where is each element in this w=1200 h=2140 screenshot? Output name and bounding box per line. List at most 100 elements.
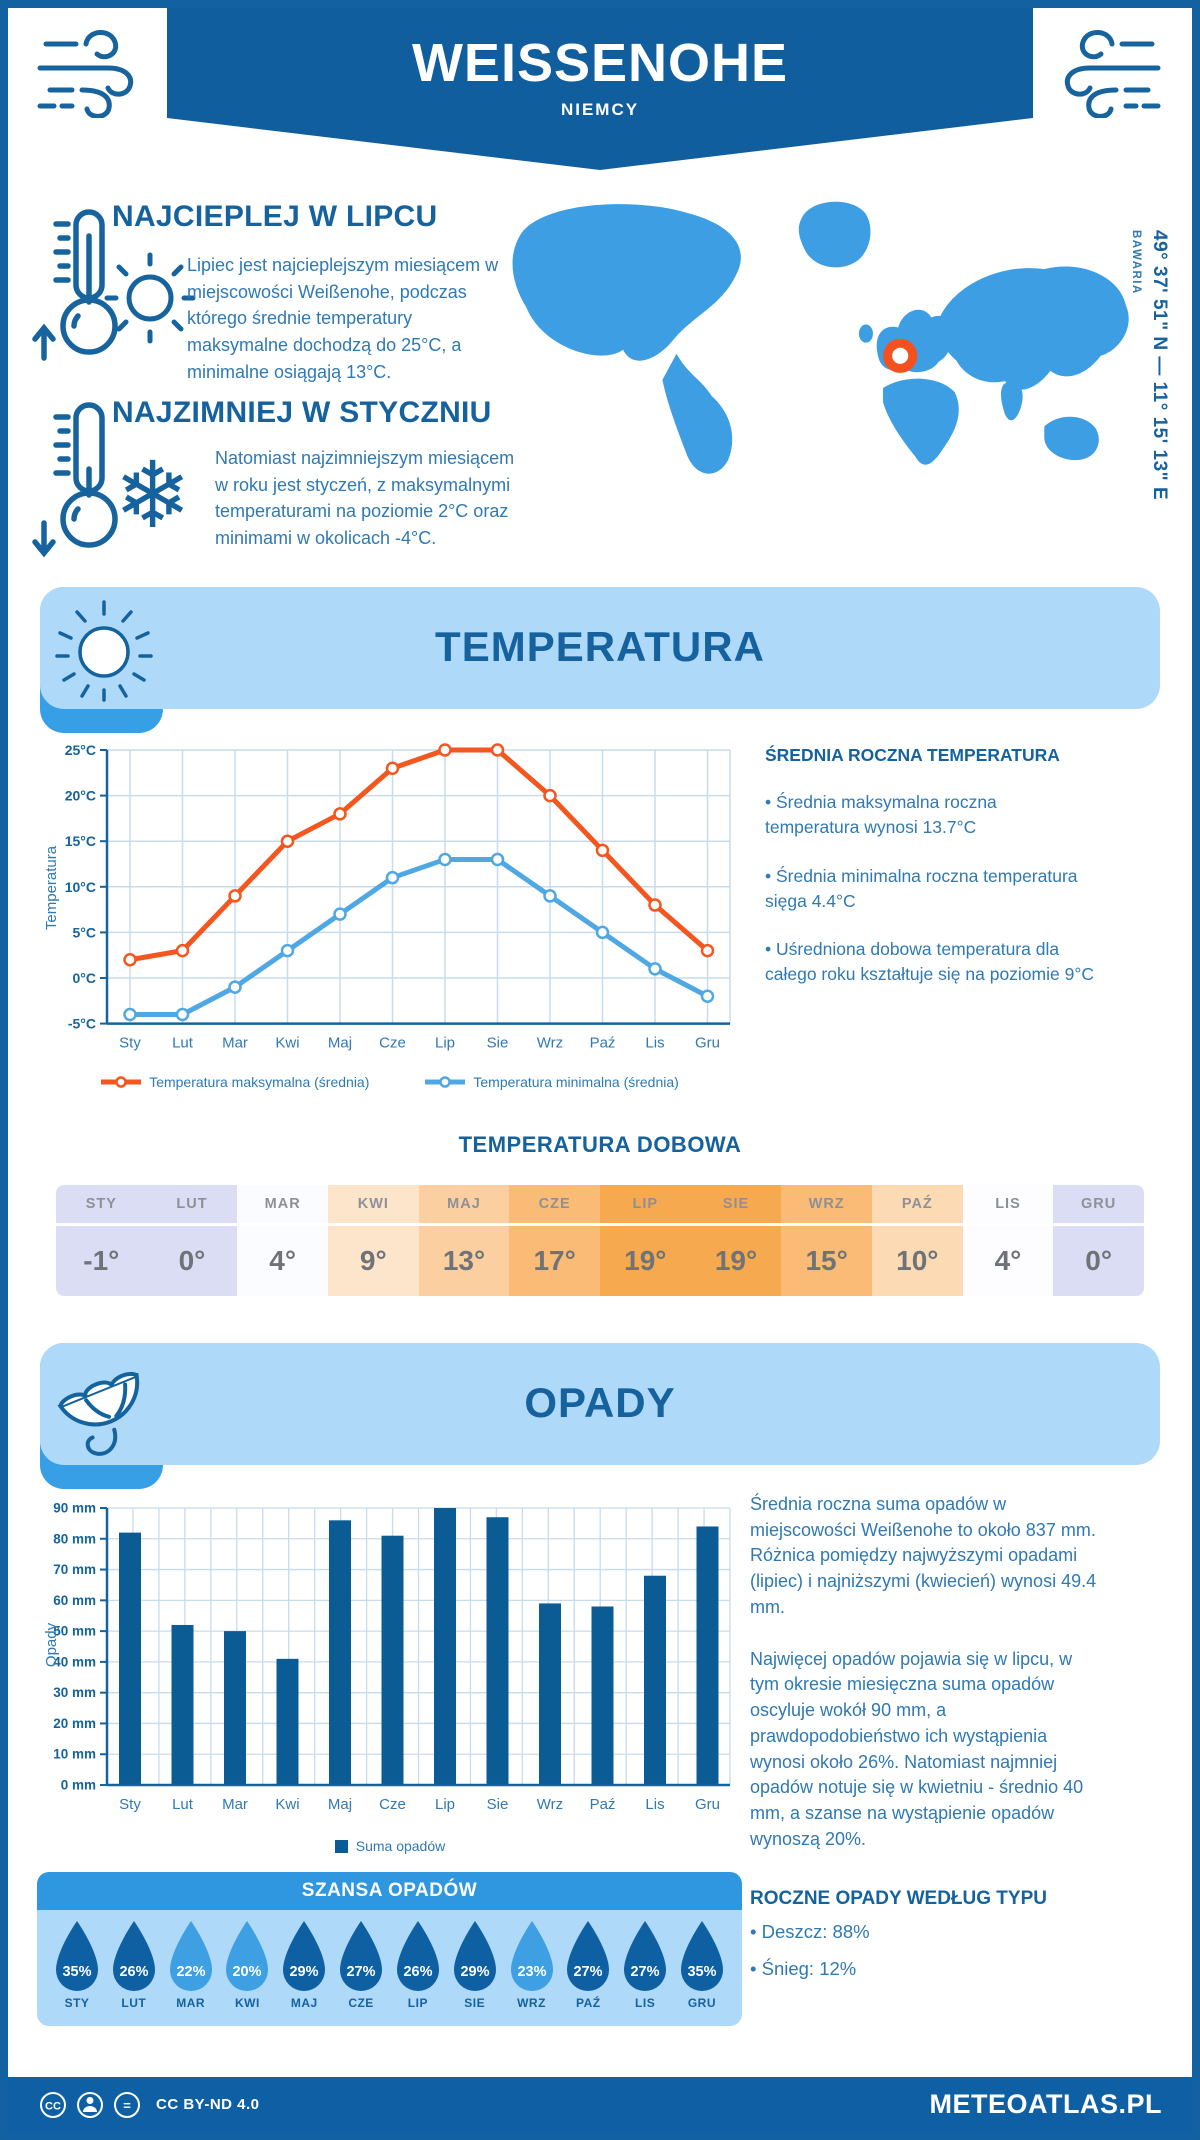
- svg-text:29%: 29%: [290, 1964, 319, 1980]
- svg-text:27%: 27%: [347, 1964, 376, 1980]
- svg-text:Kwi: Kwi: [275, 1035, 299, 1052]
- svg-text:Sty: Sty: [119, 1796, 141, 1813]
- precipitation-paragraph: Najwięcej opadów pojawia się w lipcu, w …: [750, 1648, 1084, 1849]
- header-banner: [167, 8, 1033, 170]
- svg-text:20 mm: 20 mm: [53, 1716, 96, 1731]
- raindrop-icon: 27% CZE: [335, 1918, 387, 2026]
- daily-temperature-cell: MAJ 13°: [418, 1185, 510, 1296]
- svg-text:50 mm: 50 mm: [53, 1624, 96, 1639]
- raindrop-icon: 26% LUT: [108, 1918, 160, 2026]
- svg-text:Gru: Gru: [695, 1035, 720, 1052]
- daily-temperature-table: STY -1° LUT 0° MAR 4° KWI 9° MAJ 13° CZE 17° LIP 19° S…: [56, 1185, 1144, 1296]
- svg-text:Gru: Gru: [695, 1796, 720, 1813]
- svg-text:Mar: Mar: [222, 1796, 248, 1813]
- page-subtitle: NIEMCY: [560, 100, 640, 119]
- svg-text:Sty: Sty: [119, 1035, 141, 1052]
- svg-text:Temperatura: Temperatura: [43, 845, 60, 930]
- svg-text:35%: 35%: [687, 1964, 716, 1980]
- svg-text:15°C: 15°C: [65, 833, 96, 849]
- annual-temperature-heading: ŚREDNIA ROCZNA TEMPERATURA: [765, 745, 1060, 765]
- svg-text:Sie: Sie: [487, 1796, 509, 1813]
- raindrop-icon: 35% GRU: [676, 1918, 728, 2026]
- daily-temperature-cell: GRU 0°: [1053, 1185, 1144, 1296]
- svg-text:Lip: Lip: [435, 1796, 455, 1813]
- daily-temperature-cell: CZE 17°: [509, 1185, 600, 1296]
- svg-text:-5°C: -5°C: [68, 1016, 96, 1032]
- wind-icon: [1064, 30, 1161, 118]
- svg-text:Cze: Cze: [379, 1796, 406, 1813]
- page-title: WEISSENOHE: [411, 33, 789, 93]
- svg-text:70 mm: 70 mm: [53, 1562, 96, 1577]
- svg-text:Wrz: Wrz: [537, 1035, 563, 1052]
- legend-item: Temperatura minimalna (średnia): [425, 1074, 679, 1090]
- world-map: [512, 201, 1129, 474]
- svg-text:Opady: Opady: [43, 1622, 60, 1667]
- svg-text:60 mm: 60 mm: [53, 1593, 96, 1608]
- daily-temperature-cell: MAR 4°: [237, 1185, 328, 1296]
- umbrella-icon: [57, 1371, 140, 1456]
- daily-temperature-cell: LUT 0°: [146, 1185, 238, 1296]
- warm-section-heading: NAJCIEPLEJ W LIPCU: [112, 200, 438, 233]
- svg-text:0°C: 0°C: [73, 970, 97, 986]
- raindrop-icon: 22% MAR: [165, 1918, 217, 2026]
- precipitation-section-band: [40, 1343, 1160, 1465]
- precipitation-chart-legend: Suma opadów: [40, 1838, 740, 1854]
- raindrop-icon: 35% STY: [51, 1918, 103, 2026]
- svg-text:35%: 35%: [62, 1964, 91, 1980]
- temperature-section-band: [40, 587, 1160, 709]
- svg-text:10°C: 10°C: [65, 879, 96, 895]
- cold-section-heading: NAJZIMNIEJ W STYCZNIU: [112, 396, 492, 429]
- svg-text:22%: 22%: [176, 1964, 205, 1980]
- svg-text:90 mm: 90 mm: [53, 1501, 96, 1516]
- raindrop-icon: 27% PAŹ: [562, 1918, 614, 2026]
- precipitation-text-panel: Średnia roczna suma opadów w miejscowośc…: [750, 1492, 1098, 1879]
- svg-text:20%: 20%: [233, 1964, 262, 1980]
- legend-item: Suma opadów: [334, 1838, 445, 1854]
- raindrop-icon: 27% LIS: [619, 1918, 671, 2026]
- brand-name: METEOATLAS.PL: [929, 2089, 1162, 2119]
- daily-temperature-cell: LIP 19°: [599, 1185, 691, 1296]
- svg-text:40 mm: 40 mm: [53, 1654, 96, 1669]
- daily-temperature-cell: SIE 19°: [690, 1185, 782, 1296]
- footer-bar: CC = CC BY-ND 4.0 METEOATLAS.PL: [8, 2077, 1192, 2132]
- region-label: BAWARIA: [1130, 230, 1142, 295]
- precipitation-types-heading: ROCZNE OPADY WEDŁUG TYPU: [750, 1888, 1047, 1909]
- svg-text:30 mm: 30 mm: [53, 1685, 96, 1700]
- svg-text:Kwi: Kwi: [275, 1796, 299, 1813]
- daily-temperature-cell: WRZ 15°: [781, 1185, 872, 1296]
- annual-temperature-panel: ŚREDNIA ROCZNA TEMPERATURA • Średnia mak…: [765, 745, 1095, 987]
- raindrop-icon: 29% MAJ: [278, 1918, 330, 2026]
- svg-text:23%: 23%: [517, 1964, 546, 1980]
- precipitation-chance-row: 35% STY 26% LUT 22% MAR 20% KWI 29% MAJ 27% CZE 26% L…: [37, 1910, 742, 2026]
- svg-text:Lut: Lut: [172, 1035, 194, 1052]
- svg-text:Maj: Maj: [328, 1796, 352, 1813]
- creative-commons-icons: CC =: [40, 2091, 140, 2118]
- snowflake-icon: ❄: [114, 445, 192, 547]
- legend-item: Temperatura maksymalna (średnia): [101, 1074, 369, 1090]
- daily-temperature-cell: PAŹ 10°: [871, 1185, 963, 1296]
- daily-temperature-cell: LIS 4°: [962, 1185, 1054, 1296]
- raindrop-icon: 29% SIE: [449, 1918, 501, 2026]
- svg-text:27%: 27%: [574, 1964, 603, 1980]
- sun-banner-icon: [55, 600, 153, 702]
- svg-text:80 mm: 80 mm: [53, 1531, 96, 1546]
- svg-text:Wrz: Wrz: [537, 1796, 563, 1813]
- svg-text:27%: 27%: [631, 1964, 660, 1980]
- annual-temperature-bullet: • Średnia minimalna roczna temperatura s…: [765, 865, 1078, 911]
- svg-text:Lis: Lis: [645, 1035, 664, 1052]
- precipitation-paragraph: Średnia roczna suma opadów w miejscowośc…: [750, 1494, 1097, 1617]
- svg-text:10 mm: 10 mm: [53, 1747, 96, 1762]
- svg-text:Cze: Cze: [379, 1035, 406, 1052]
- temperature-section-title: TEMPERATURA: [435, 623, 765, 670]
- raindrop-icon: 20% KWI: [221, 1918, 273, 2026]
- sun-icon: [104, 252, 196, 344]
- precipitation-type-item: • Śnieg: 12%: [750, 1957, 857, 1979]
- svg-text:25°C: 25°C: [65, 742, 96, 758]
- annual-temperature-bullet: • Średnia maksymalna roczna temperatura …: [765, 792, 997, 837]
- svg-text:5°C: 5°C: [73, 924, 97, 940]
- svg-text:=: =: [123, 2098, 131, 2113]
- precipitation-chance-title: SZANSA OPADÓW: [37, 1872, 742, 1910]
- temperature-chart-legend: Temperatura maksymalna (średnia) Temperat…: [40, 1074, 740, 1090]
- precipitation-chance-panel: SZANSA OPADÓW 35% STY 26% LUT 22% MAR 20% KWI 29…: [37, 1872, 742, 2026]
- daily-temperature-cell: STY -1°: [56, 1185, 147, 1296]
